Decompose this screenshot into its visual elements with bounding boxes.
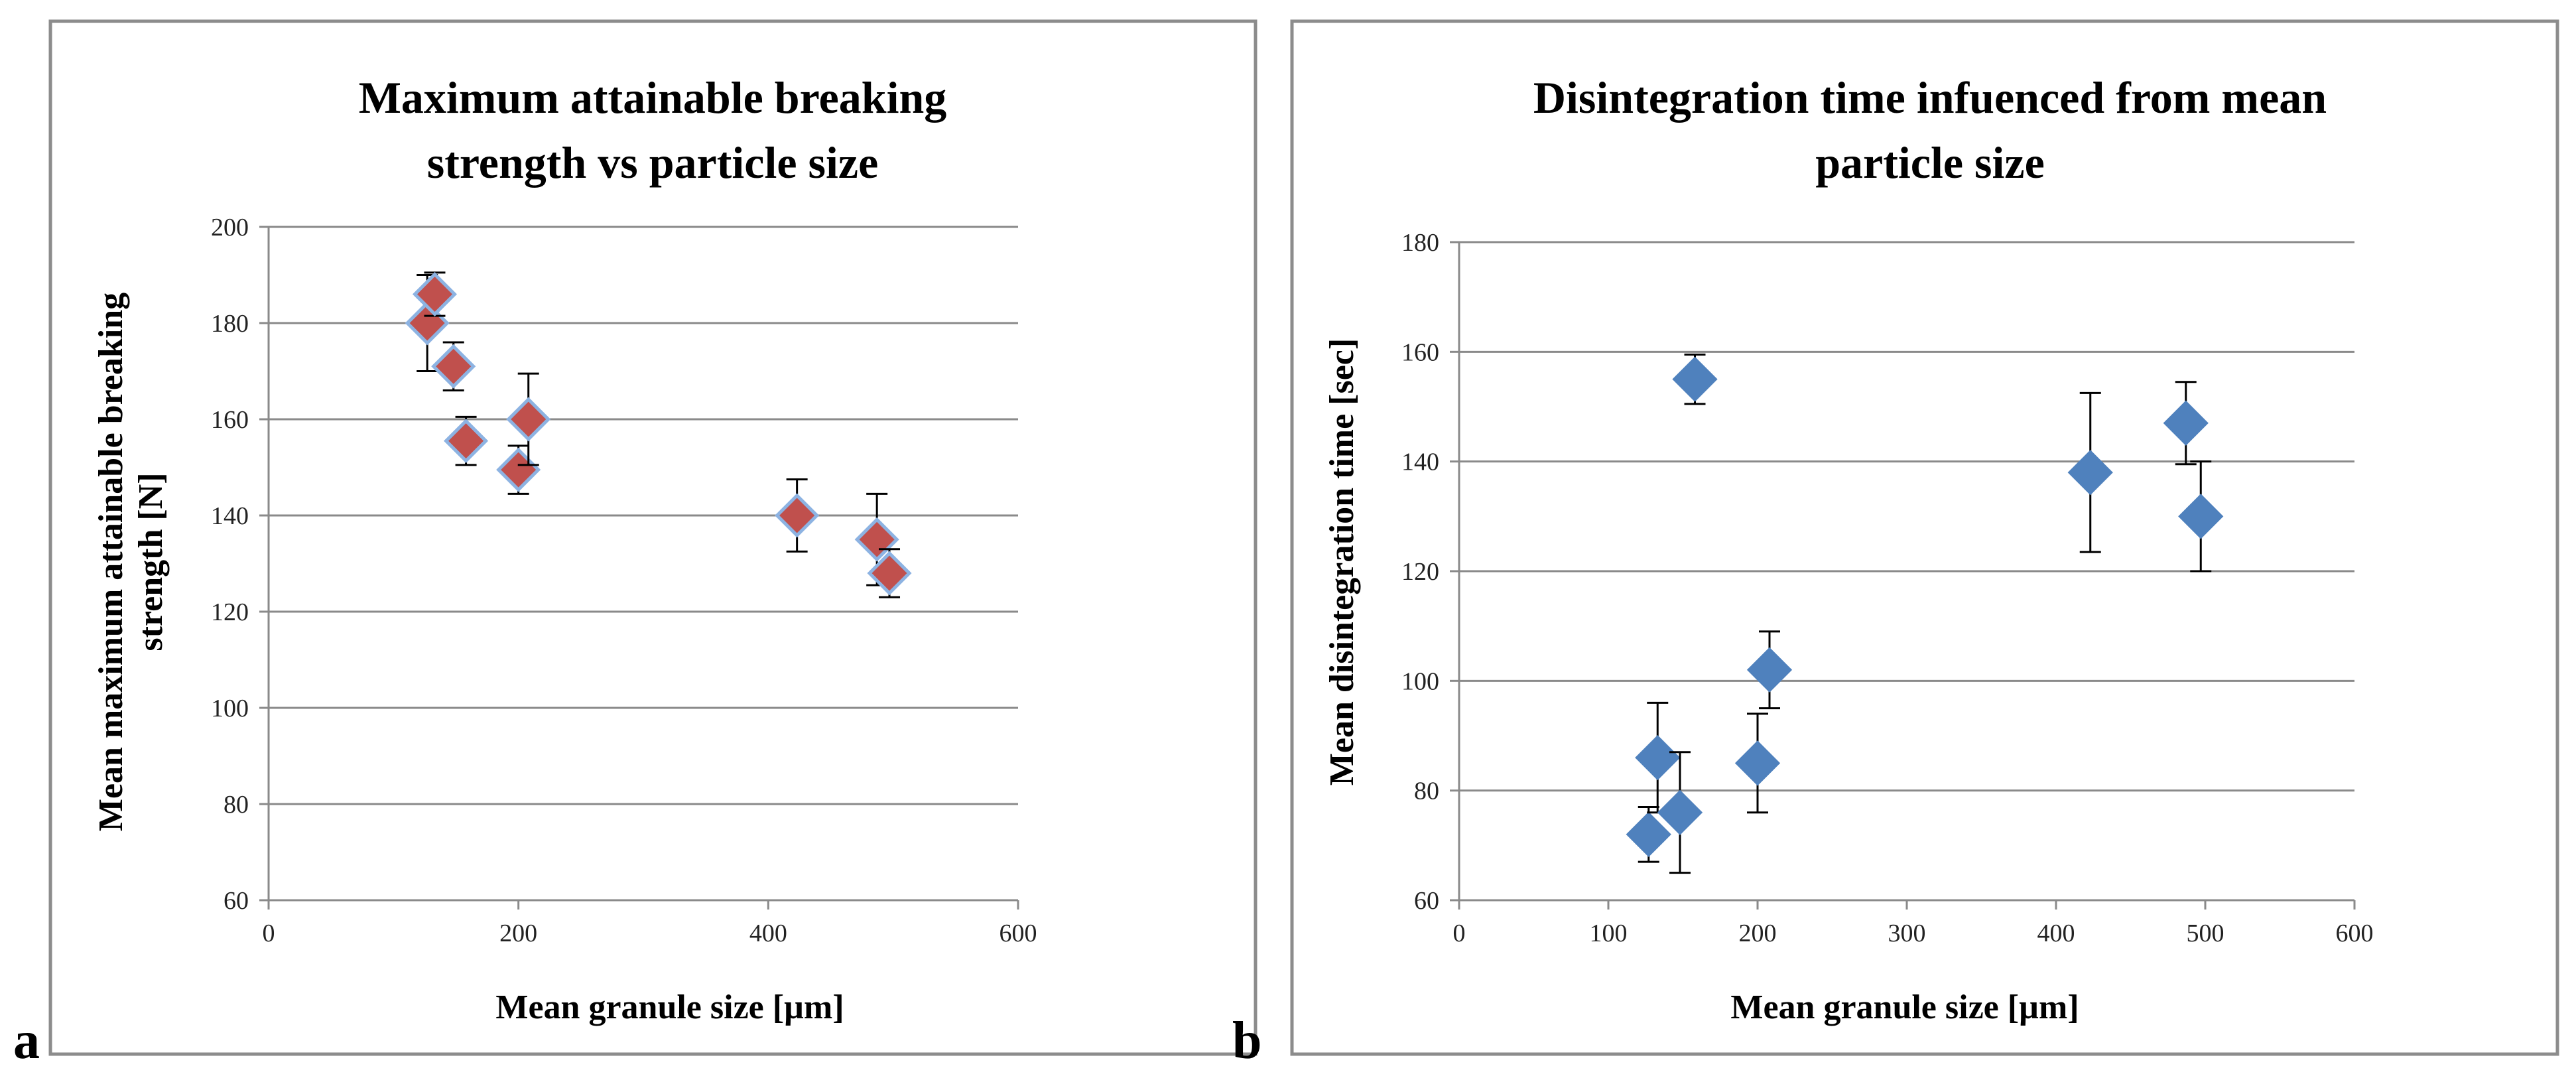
- data-point: [775, 478, 820, 553]
- y-tick-label: 100: [1401, 667, 1439, 695]
- diamond-marker: [2178, 494, 2224, 539]
- y-tick-label: 120: [211, 598, 249, 626]
- panel-a-frame: [48, 19, 1257, 1056]
- x-tick-label: 0: [1453, 919, 1466, 947]
- panel-a-label: a: [13, 1012, 40, 1070]
- diamond-marker: [1635, 734, 1681, 781]
- x-tick-label: 200: [1739, 919, 1777, 947]
- diamond-marker: [867, 551, 912, 596]
- y-tick-label: 160: [1401, 338, 1439, 366]
- data-point: [444, 415, 489, 466]
- x-tick-label: 100: [1590, 919, 1628, 947]
- data-point: [2067, 391, 2113, 553]
- x-tick-label: 300: [1888, 919, 1926, 947]
- y-tick-label: 200: [211, 214, 249, 241]
- panel-b-data-points: [1626, 353, 2224, 874]
- y-tick-label: 140: [211, 502, 249, 530]
- data-point: [1734, 712, 1781, 814]
- y-tick-label: 60: [1414, 887, 1439, 915]
- x-tick-label: 200: [499, 919, 537, 947]
- data-point: [431, 341, 476, 391]
- diamond-marker: [2067, 450, 2113, 496]
- panel-b-disintegration-chart: Disintegration time infuenced from mean …: [1232, 19, 2559, 1070]
- panel-a-x-tick-labels: 0 200 400 600: [263, 900, 1037, 947]
- x-tick-label: 500: [2187, 919, 2224, 947]
- y-tick-label: 140: [1401, 448, 1439, 476]
- data-point: [1672, 353, 1718, 405]
- data-point: [1626, 805, 1671, 863]
- diamond-marker: [1657, 789, 1703, 835]
- diamond-marker: [2163, 400, 2209, 446]
- y-tick-label: 80: [224, 791, 249, 819]
- data-point: [2163, 381, 2209, 466]
- panel-a-gridlines: [267, 226, 1018, 902]
- panel-b-x-axis-title: Mean granule size [µm]: [1730, 988, 2079, 1026]
- y-tick-label: 160: [211, 406, 249, 434]
- diamond-marker: [1734, 740, 1781, 786]
- panel-b-title-line-2: particle size: [1815, 137, 2045, 188]
- panel-b-label: b: [1232, 1012, 1262, 1070]
- data-point: [506, 372, 551, 466]
- x-tick-label: 0: [263, 919, 275, 947]
- y-tick-label: 60: [224, 887, 249, 915]
- panel-a-y-axis-title-line-2: strength [N]: [132, 472, 170, 651]
- data-point: [1657, 751, 1703, 874]
- data-point: [2178, 460, 2224, 573]
- panel-a-data-points: [405, 271, 912, 598]
- diamond-marker: [412, 271, 458, 317]
- panel-b-x-tick-labels: 0 100 200 300 400 500 600: [1453, 900, 2374, 947]
- x-tick-label: 400: [749, 919, 787, 947]
- panel-b-frame: [1290, 19, 2559, 1056]
- panel-b-y-axis-title: Mean disintegration time [sec]: [1323, 338, 1361, 785]
- diamond-marker: [444, 419, 489, 464]
- x-tick-label: 400: [2037, 919, 2075, 947]
- panel-a-title-line-1: Maximum attainable breaking: [359, 72, 947, 123]
- y-tick-label: 180: [211, 310, 249, 338]
- panel-a-title-line-2: strength vs particle size: [427, 137, 879, 188]
- panel-a-y-tick-labels: 60 80 100 120 140 160 180 200: [211, 214, 269, 915]
- diamond-marker: [1626, 811, 1671, 857]
- panel-a-strength-chart: Maximum attainable breaking strength vs …: [13, 19, 1257, 1070]
- y-tick-label: 180: [1401, 229, 1439, 257]
- data-point: [412, 271, 458, 317]
- x-tick-label: 600: [2336, 919, 2374, 947]
- panel-a-x-axis-title: Mean granule size [µm]: [495, 988, 844, 1026]
- diamond-marker: [1672, 356, 1718, 402]
- panel-b-title-line-1: Disintegration time infuenced from mean: [1533, 72, 2327, 123]
- diamond-marker: [1746, 647, 1793, 693]
- data-point: [1746, 630, 1793, 710]
- y-tick-label: 80: [1414, 778, 1439, 805]
- diamond-marker: [506, 397, 551, 442]
- data-point: [867, 548, 912, 598]
- panel-a-y-axis-title-line-1: Mean maximum attainable breaking: [92, 293, 130, 831]
- diamond-marker: [431, 344, 476, 389]
- panel-b-y-tick-labels: 60 80 100 120 140 160 180: [1401, 229, 1459, 915]
- y-tick-label: 100: [211, 695, 249, 722]
- x-tick-label: 600: [999, 919, 1037, 947]
- y-tick-label: 120: [1401, 558, 1439, 586]
- diamond-marker: [775, 493, 820, 538]
